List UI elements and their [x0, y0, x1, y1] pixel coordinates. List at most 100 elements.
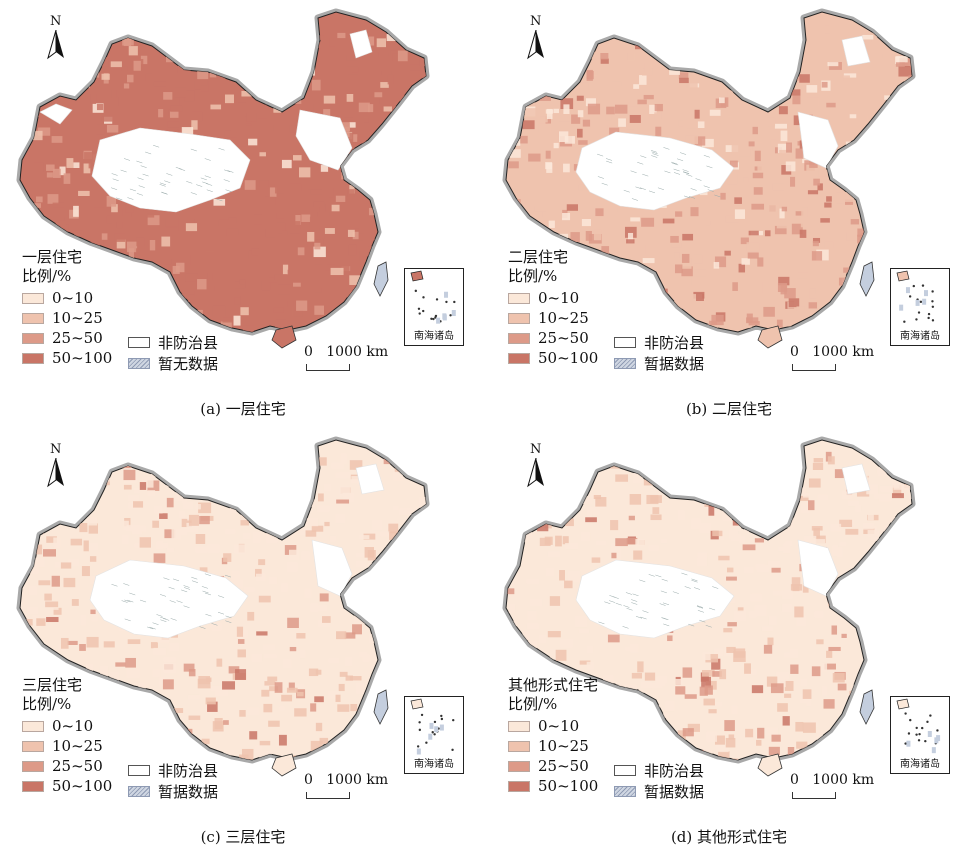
- legend-item: 10~25: [22, 308, 112, 328]
- island-dots: [896, 698, 941, 754]
- legend-swatch: [508, 292, 530, 304]
- map-panel-a: N 一层住宅 比例/% 0~10 10~25 25~50 50~100 非防治县 暂无数据 0 …: [0, 0, 486, 428]
- legend-swatch: [508, 312, 530, 324]
- map-panel-b: N 二层住宅 比例/% 0~10 10~25 25~50 50~100 非防治县暂据数据 0 …: [486, 0, 972, 428]
- scale-label: 0 1000 km: [304, 344, 389, 360]
- legend-item: 50~100: [508, 348, 598, 368]
- legend-non-county: 非防治县: [614, 760, 704, 781]
- legend-no-data: 暂据数据: [614, 353, 704, 374]
- south-china-sea-inset: 南海诸岛: [404, 268, 464, 346]
- legend-item: 25~50: [22, 328, 112, 348]
- legend-label: 50~100: [52, 776, 113, 795]
- legend-item: 25~50: [508, 328, 598, 348]
- legend-no-data: 暂据数据: [128, 781, 218, 802]
- legend-swatch: [508, 720, 530, 732]
- legend-item: 25~50: [508, 756, 598, 776]
- legend-item: 10~25: [508, 736, 598, 756]
- special-legend: 非防治县 暂据数据: [614, 760, 704, 802]
- island-dots: [410, 698, 455, 755]
- south-china-sea-inset: 南海诸岛: [890, 696, 950, 774]
- panel-caption: (b) 二层住宅: [685, 400, 773, 418]
- north-arrow-icon: [47, 30, 64, 60]
- taiwan-island: [373, 261, 389, 297]
- legend-item: 25~50: [22, 756, 112, 776]
- north-arrow: N: [44, 442, 70, 488]
- scale-bar-line: [792, 364, 836, 371]
- legend-label: 非防治县: [644, 762, 705, 780]
- legend-label: 50~100: [538, 348, 599, 367]
- legend-label: 10~25: [538, 308, 589, 327]
- north-label: N: [530, 14, 542, 29]
- legend-swatch: [22, 740, 44, 752]
- class-legend: 二层住宅 比例/% 0~10 10~25 25~50 50~100: [508, 248, 598, 368]
- south-china-sea-inset: 南海诸岛: [890, 268, 950, 346]
- legend-item: 0~10: [22, 716, 112, 736]
- north-label: N: [530, 442, 542, 457]
- china-map: [16, 436, 430, 777]
- legend-label: 25~50: [538, 756, 589, 775]
- legend-label: 25~50: [538, 328, 589, 347]
- scale-bar: 0 1000 km: [304, 344, 389, 371]
- north-arrow-icon: [527, 458, 544, 488]
- legend-label: 非防治县: [158, 334, 219, 352]
- scale-bar-line: [306, 792, 350, 799]
- legend-swatch: [614, 786, 636, 797]
- map-panel-c: N 三层住宅 比例/% 0~10 10~25 25~50 50~100 非防治县 暂据数据 0 …: [0, 428, 486, 856]
- legend-swatch: [22, 332, 44, 344]
- special-legend: 非防治县暂据数据: [614, 332, 704, 374]
- china-map: [502, 436, 916, 777]
- legend-item: 0~10: [508, 716, 598, 736]
- legend-swatch: [614, 765, 636, 776]
- north-label: N: [50, 14, 62, 29]
- legend-non-county: 非防治县: [614, 332, 704, 353]
- legend-non-county: 非防治县: [128, 760, 218, 781]
- taiwan-island: [859, 689, 875, 725]
- legend-label: 10~25: [538, 736, 589, 755]
- legend-swatch: [128, 765, 150, 776]
- legend-label: 0~10: [52, 288, 94, 307]
- legend-swatch: [614, 358, 636, 369]
- legend-label: 非防治县: [158, 762, 219, 780]
- legend-title: 三层住宅 比例/%: [22, 676, 83, 713]
- legend-label: 暂据数据: [644, 355, 705, 373]
- legend-item: 50~100: [22, 776, 112, 796]
- island-dots: [410, 270, 456, 324]
- inset-label: 南海诸岛: [414, 331, 454, 342]
- hainan-island: [271, 753, 297, 777]
- panel-caption: (d) 其他形式住宅: [670, 828, 788, 846]
- panel-caption: (a) 一层住宅: [200, 400, 286, 418]
- inset-label: 南海诸岛: [414, 759, 454, 770]
- legend-item: 0~10: [508, 288, 598, 308]
- class-legend: 一层住宅 比例/% 0~10 10~25 25~50 50~100: [22, 248, 112, 368]
- legend-title: 一层住宅 比例/%: [22, 248, 83, 285]
- legend-item: 0~10: [22, 288, 112, 308]
- legend-swatch: [508, 760, 530, 772]
- legend-swatch: [22, 352, 44, 364]
- hainan-island: [271, 325, 297, 349]
- legend-label: 25~50: [52, 756, 103, 775]
- legend-label: 25~50: [52, 328, 103, 347]
- scale-bar: 0 1000 km: [790, 344, 874, 371]
- class-legend: 其他形式住宅 比例/% 0~10 10~25 25~50 50~100: [508, 676, 598, 796]
- legend-swatch: [508, 740, 530, 752]
- legend-swatch: [22, 780, 44, 792]
- legend-label: 暂据数据: [644, 783, 705, 801]
- special-legend: 非防治县 暂无数据: [128, 332, 218, 374]
- legend-swatch: [508, 780, 530, 792]
- class-legend: 三层住宅 比例/% 0~10 10~25 25~50 50~100: [22, 676, 112, 796]
- taiwan-island: [373, 689, 389, 725]
- scale-bar: 0 1000 km: [304, 772, 388, 799]
- taiwan-island: [859, 261, 875, 297]
- north-arrow-icon: [47, 458, 64, 488]
- legend-label: 10~25: [52, 308, 103, 327]
- north-label: N: [50, 442, 62, 457]
- scale-bar: 0 1000 km: [790, 772, 874, 799]
- legend-label: 10~25: [52, 736, 103, 755]
- legend-no-data: 暂无数据: [128, 353, 218, 374]
- legend-label: 暂无数据: [158, 355, 219, 373]
- legend-swatch: [614, 337, 636, 348]
- legend-swatch: [22, 720, 44, 732]
- legend-item: 50~100: [508, 776, 598, 796]
- legend-swatch: [22, 312, 44, 324]
- panel-caption: (c) 三层住宅: [200, 828, 286, 846]
